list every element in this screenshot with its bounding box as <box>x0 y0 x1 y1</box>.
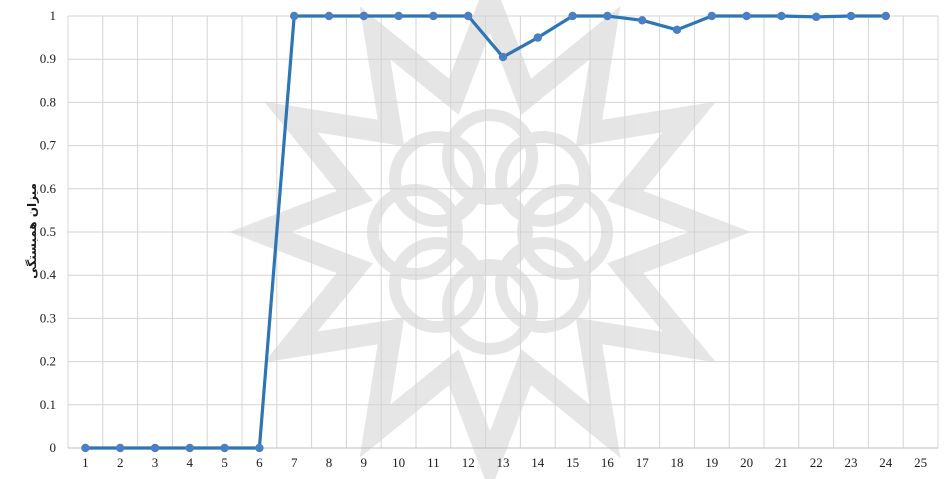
x-tick-label: 18 <box>671 455 684 470</box>
data-point <box>498 52 508 62</box>
data-point <box>672 25 682 35</box>
data-point <box>116 443 125 453</box>
rosette-ring <box>495 237 591 333</box>
y-tick-label: 0.1 <box>40 397 56 412</box>
y-tick-label: 0.5 <box>40 224 56 239</box>
x-axis-tick-labels: 1 2 3 4 5 6 7 8 9 10 11 12 13 14 15 16 17 18 19 20 21 22 23 24 2… <box>82 455 927 470</box>
y-tick-label: 0.8 <box>40 94 56 109</box>
x-tick-label: 17 <box>636 455 650 470</box>
data-point <box>812 12 821 22</box>
data-point <box>359 11 368 21</box>
rosette-ring <box>389 237 485 333</box>
x-tick-label: 25 <box>914 455 927 470</box>
data-point <box>185 443 194 453</box>
data-point <box>150 443 160 453</box>
x-tick-label: 9 <box>361 455 368 470</box>
x-tick-label: 16 <box>601 455 615 470</box>
data-point <box>464 11 473 21</box>
data-point <box>638 16 647 25</box>
x-tick-label: 10 <box>392 455 405 470</box>
rosette-ring <box>495 131 591 227</box>
x-tick-label: 3 <box>152 455 159 470</box>
data-point <box>81 443 90 453</box>
x-tick-label: 21 <box>775 455 788 470</box>
rosette-outline <box>229 0 751 479</box>
data-point <box>742 11 751 21</box>
data-point <box>777 11 786 21</box>
y-tick-label: 0.9 <box>40 51 56 66</box>
y-tick-label: 0 <box>50 440 57 455</box>
y-tick-label: 0.4 <box>40 267 57 282</box>
x-tick-label: 19 <box>705 455 718 470</box>
x-tick-label: 23 <box>845 455 858 470</box>
data-point <box>603 11 612 21</box>
x-tick-label: 15 <box>566 455 579 470</box>
x-tick-label: 24 <box>879 455 893 470</box>
data-point <box>255 443 264 453</box>
series-group <box>81 11 890 453</box>
data-point <box>290 11 299 21</box>
horizontal-gridlines <box>68 15 938 449</box>
x-tick-label: 4 <box>187 455 194 470</box>
x-tick-label: 13 <box>497 455 510 470</box>
y-tick-label: 0.2 <box>40 354 56 369</box>
x-tick-label: 12 <box>462 455 475 470</box>
x-tick-label: 22 <box>810 455 823 470</box>
x-tick-label: 14 <box>531 455 545 470</box>
y-tick-label: 1 <box>50 8 57 23</box>
data-point <box>324 11 334 21</box>
data-point <box>533 33 542 42</box>
x-tick-label: 6 <box>256 455 263 470</box>
decorative-rosette-icon <box>229 0 751 479</box>
x-tick-label: 11 <box>427 455 440 470</box>
data-point <box>568 11 577 21</box>
data-point <box>707 11 716 21</box>
x-tick-label: 7 <box>291 455 298 470</box>
data-point <box>846 11 856 21</box>
data-point <box>220 443 229 453</box>
rosette-ring <box>442 259 538 355</box>
y-tick-label: 0.7 <box>40 138 57 153</box>
x-tick-label: 20 <box>740 455 753 470</box>
data-point <box>429 11 438 21</box>
y-tick-label: 0.3 <box>40 310 56 325</box>
x-tick-label: 5 <box>221 455 228 470</box>
y-axis-tick-labels: 0 0.1 0.2 0.3 0.4 0.5 0.6 0.7 0.8 0.9 1 <box>40 8 57 455</box>
y-tick-label: 0.6 <box>40 181 57 196</box>
series-line <box>83 14 888 450</box>
rosette-ring <box>442 109 538 205</box>
data-point <box>394 11 403 21</box>
rosette-ring <box>389 131 485 227</box>
data-point <box>881 11 890 21</box>
x-tick-label: 1 <box>82 455 89 470</box>
x-tick-label: 2 <box>117 455 124 470</box>
y-axis-title: میزان همبستگی <box>25 183 39 279</box>
x-tick-label: 8 <box>326 455 333 470</box>
